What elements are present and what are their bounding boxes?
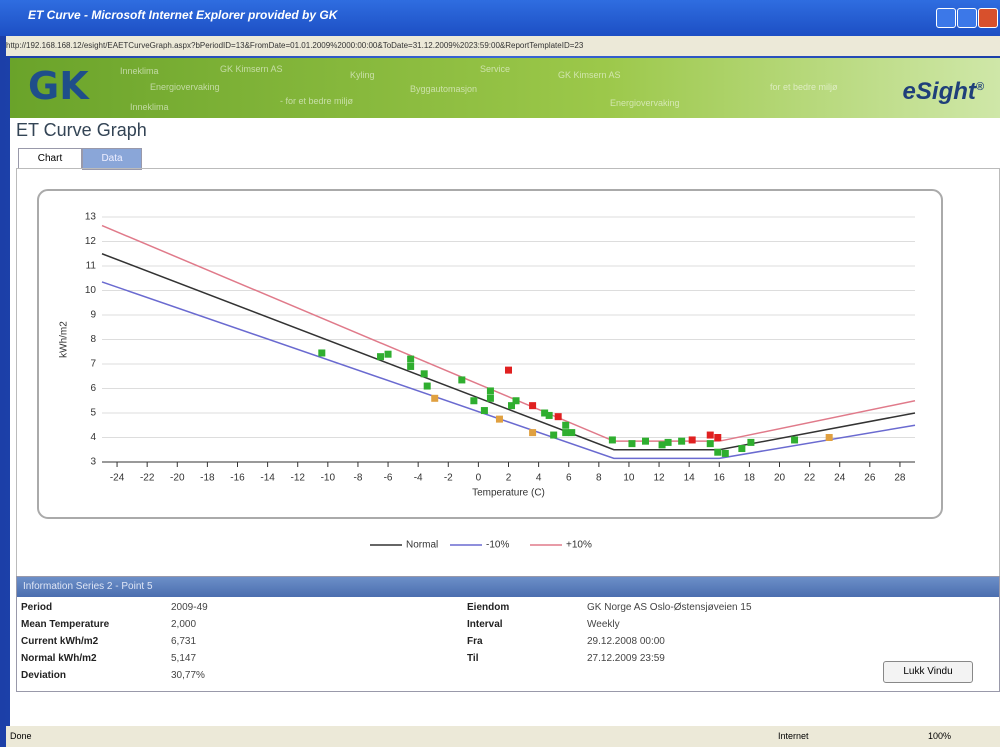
status-bar: Done Internet 100% — [6, 726, 1000, 747]
info-key: Period — [21, 602, 53, 613]
banner-watermark: Energiovervaking — [610, 98, 680, 108]
info-value: Weekly — [587, 619, 620, 630]
banner-watermark: Byggautomasjon — [410, 84, 478, 94]
minimize-button[interactable] — [936, 8, 956, 28]
banner-watermark: for et bedre miljø — [770, 82, 838, 92]
status-zone: Internet — [778, 731, 809, 741]
maximize-button[interactable] — [957, 8, 977, 28]
info-panel: Information Series 2 - Point 5 Lukk Vind… — [16, 576, 1000, 692]
brand-name: eSight — [902, 78, 976, 105]
info-key: Deviation — [21, 670, 67, 681]
banner-watermark: Service — [480, 64, 511, 74]
banner-watermark: - for et bedre miljø — [280, 96, 354, 106]
info-value: 27.12.2009 23:59 — [587, 653, 665, 664]
brand-mark: ® — [975, 81, 984, 93]
info-value: 5,147 — [171, 653, 197, 664]
banner-watermark: Inneklima — [120, 66, 159, 76]
chart-panel — [16, 168, 1000, 578]
info-value: 30,77% — [171, 670, 205, 681]
info-key: Normal kWh/m2 — [21, 653, 97, 664]
page-heading: ET Curve Graph — [16, 120, 147, 140]
banner-watermark: Energiovervaking — [150, 82, 220, 92]
info-value: 29.12.2008 00:00 — [587, 636, 665, 647]
close-window-button[interactable]: Lukk Vindu — [883, 661, 973, 683]
info-key: Fra — [467, 636, 483, 647]
info-value: 6,731 — [171, 636, 197, 647]
brand: eSight® — [903, 78, 984, 106]
info-key: Mean Temperature — [21, 619, 110, 630]
info-key: Til — [467, 653, 479, 664]
banner-watermark: GK Kimsern AS — [220, 64, 283, 74]
browser-content: GK eSight® Inneklima GK Kimsern AS Kyling S… — [10, 58, 1000, 726]
logo: GK — [28, 64, 89, 108]
info-key: Eiendom — [467, 602, 510, 613]
info-value: GK Norge AS Oslo-Østensjøveien 15 — [587, 602, 752, 613]
address-bar[interactable]: http://192.168.168.12/esight/EAETCurveGr… — [6, 36, 1000, 56]
info-key: Interval — [467, 619, 503, 630]
info-title: Information Series 2 - Point 5 — [17, 577, 999, 597]
banner: GK eSight® Inneklima GK Kimsern AS Kyling S… — [10, 58, 1000, 118]
banner-watermark: Inneklima — [130, 102, 169, 112]
banner-watermark: Kyling — [350, 70, 375, 80]
title-bar: ET Curve - Microsoft Internet Explorer p… — [0, 0, 1000, 36]
status-zoom: 100% — [928, 731, 952, 741]
info-value: 2009-49 — [171, 602, 208, 613]
tab[interactable]: Data — [82, 148, 142, 170]
status-text: Done — [10, 731, 32, 741]
info-value: 2,000 — [171, 619, 197, 630]
window-title: ET Curve - Microsoft Internet Explorer p… — [28, 8, 338, 22]
close-button[interactable] — [978, 8, 998, 28]
info-key: Current kWh/m2 — [21, 636, 99, 647]
banner-watermark: GK Kimsern AS — [558, 70, 621, 80]
tab[interactable]: Chart — [18, 148, 82, 169]
